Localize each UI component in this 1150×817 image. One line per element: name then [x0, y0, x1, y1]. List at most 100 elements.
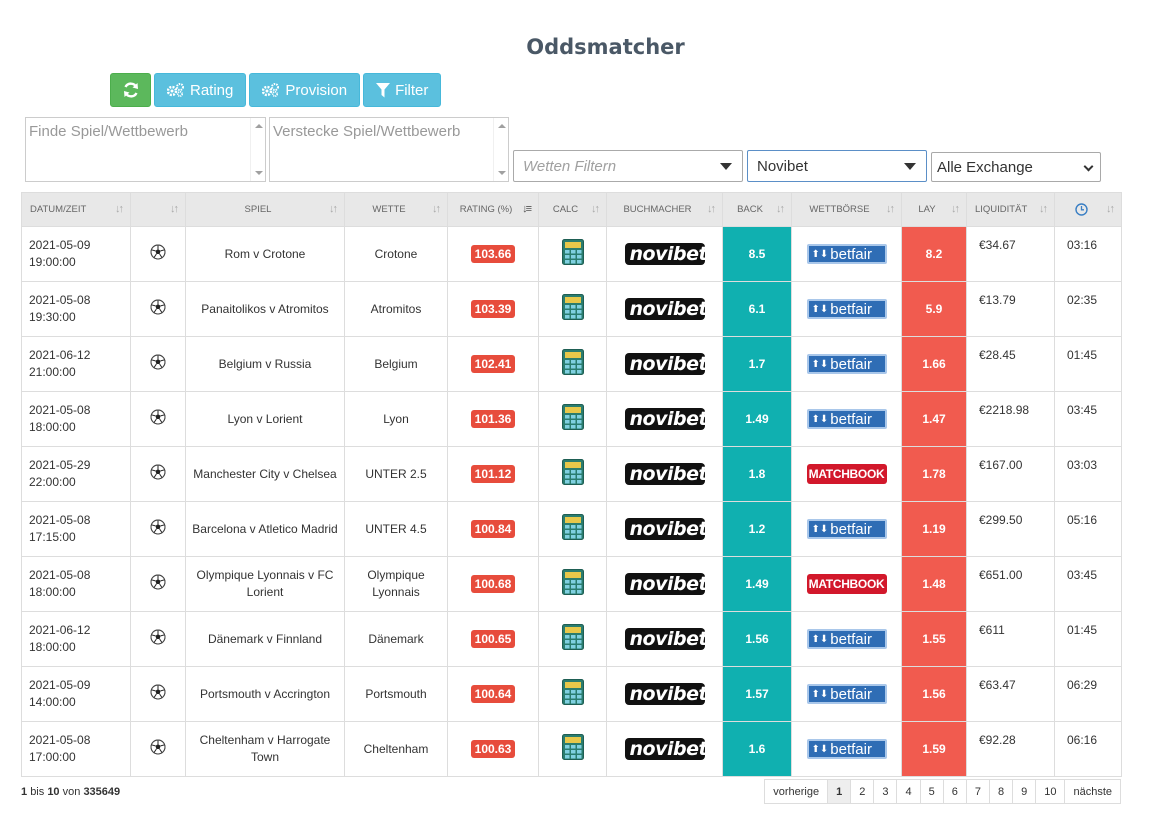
col-header-date[interactable]: DATUM/ZEIT ↓↑ [21, 192, 131, 227]
novibet-logo[interactable]: novibet [624, 463, 708, 485]
col-header-lay[interactable]: LAY ↓↑ [901, 192, 967, 227]
novibet-logo[interactable]: novibet [624, 628, 708, 650]
novibet-logo[interactable]: novibet [624, 738, 708, 760]
pagination-page-button[interactable]: 1 [827, 779, 852, 804]
pagination-page-button[interactable]: 10 [1035, 779, 1066, 804]
col-header-sport[interactable]: ↓↑ [130, 192, 186, 227]
refresh-button[interactable] [110, 73, 151, 107]
bookmaker-select[interactable]: Novibet [747, 150, 927, 182]
col-header-back[interactable]: BACK ↓↑ [722, 192, 792, 227]
countdown-value: 03:03 [1067, 458, 1098, 472]
table-row[interactable]: 2021-05-08 18:00:00 Olympique Lyonnais v … [21, 556, 1122, 612]
calculator-icon[interactable] [561, 403, 584, 435]
cell-calc [538, 446, 607, 502]
odds-table-body: 2021-05-09 19:00:00 Rom v Crotone Crotone… [21, 226, 1122, 777]
pagination-prev-button[interactable]: vorherige [764, 779, 829, 804]
novibet-logo[interactable]: novibet [624, 518, 708, 540]
provision-button[interactable]: Provision [249, 73, 361, 107]
table-row[interactable]: 2021-05-08 18:00:00 Lyon v Lorient Lyon 1… [21, 391, 1122, 447]
table-row[interactable]: 2021-05-29 22:00:00 Manchester City v Che… [21, 446, 1122, 502]
rating-button[interactable]: Rating [154, 73, 247, 107]
calculator-icon[interactable] [561, 623, 584, 655]
col-header-exchange[interactable]: WETTBÖRSE ↓↑ [791, 192, 902, 227]
table-row[interactable]: 2021-05-09 19:00:00 Rom v Crotone Crotone… [21, 226, 1122, 282]
calculator-icon[interactable] [561, 348, 584, 380]
table-row[interactable]: 2021-06-12 21:00:00 Belgium v Russia Belg… [21, 336, 1122, 392]
cell-rating: 100.63 [447, 721, 539, 777]
novibet-logo[interactable]: novibet [624, 573, 708, 595]
pagination-page-button[interactable]: 5 [919, 779, 944, 804]
table-row[interactable]: 2021-05-08 19:30:00 Panaitolikos v Atromi… [21, 281, 1122, 337]
novibet-logo[interactable]: novibet [624, 408, 708, 430]
chevron-down-icon [1083, 161, 1094, 172]
calculator-icon[interactable] [561, 293, 584, 325]
exchange-select[interactable]: Alle Exchange [931, 152, 1101, 182]
rating-badge: 100.65 [470, 630, 516, 648]
cell-exchange[interactable]: ⬆⬇ betfair [791, 226, 902, 282]
pagination-page-button[interactable]: 3 [873, 779, 898, 804]
pagination-page-button[interactable]: 7 [965, 779, 990, 804]
match-time: 21:00:00 [29, 365, 76, 379]
cell-exchange[interactable]: ⬆⬇ betfair [791, 501, 902, 557]
table-row[interactable]: 2021-05-09 14:00:00 Portsmouth v Accringt… [21, 666, 1122, 722]
lay-odds: 8.2 [925, 246, 943, 261]
novibet-logo[interactable]: novibet [624, 298, 708, 320]
col-header-rating[interactable]: RATING (%) ↓≡ [447, 192, 539, 227]
col-header-game[interactable]: SPIEL ↓↑ [185, 192, 345, 227]
cell-calc [538, 721, 607, 777]
soccer-ball-icon [150, 629, 166, 650]
novibet-logo[interactable]: novibet [624, 683, 708, 705]
cell-exchange[interactable]: ⬆⬇ betfair [791, 336, 902, 392]
calculator-icon[interactable] [561, 568, 584, 600]
table-row[interactable]: 2021-06-12 18:00:00 Dänemark v Finnland D… [21, 611, 1122, 667]
cell-exchange[interactable]: ⬆⬇ betfair [791, 611, 902, 667]
pagination-page-button[interactable]: 9 [1012, 779, 1037, 804]
filter-button[interactable]: Filter [363, 73, 442, 107]
novibet-logo[interactable]: novibet [624, 353, 708, 375]
sort-icon: ↓↑ [432, 203, 441, 215]
cell-back-odds: 1.7 [722, 336, 792, 392]
game-name: Lyon v Lorient [227, 411, 303, 426]
cell-sport [130, 721, 186, 777]
pagination-page-button[interactable]: 8 [988, 779, 1014, 804]
novibet-logo[interactable]: novibet [624, 243, 708, 265]
cell-exchange[interactable]: MATCHBOOK [791, 556, 902, 612]
calculator-icon[interactable] [561, 733, 584, 765]
table-row[interactable]: 2021-05-08 17:15:00 Barcelona v Atletico … [21, 501, 1122, 557]
col-header-countdown[interactable]: ↓↑ [1054, 192, 1122, 227]
cell-calc [538, 391, 607, 447]
scrollbar[interactable] [493, 118, 508, 181]
match-time: 18:00:00 [29, 420, 76, 434]
betfair-arrows-icon: ⬆⬇ [811, 413, 829, 425]
table-row[interactable]: 2021-05-08 17:00:00 Cheltenham v Harrogat… [21, 721, 1122, 777]
cell-exchange[interactable]: ⬆⬇ betfair [791, 666, 902, 722]
bets-filter-select[interactable]: Wetten Filtern [513, 150, 743, 182]
calculator-icon[interactable] [561, 238, 584, 270]
col-header-liquidity[interactable]: LIQUIDITÄT ↓↑ [966, 192, 1055, 227]
cell-exchange[interactable]: MATCHBOOK [791, 446, 902, 502]
cell-back-odds: 1.57 [722, 666, 792, 722]
lay-odds: 1.66 [922, 356, 946, 371]
cell-exchange[interactable]: ⬆⬇ betfair [791, 391, 902, 447]
cell-exchange[interactable]: ⬆⬇ betfair [791, 721, 902, 777]
calculator-icon[interactable] [561, 678, 584, 710]
scrollbar[interactable] [250, 118, 265, 181]
col-header-bookmaker[interactable]: BUCHMACHER ↓↑ [606, 192, 723, 227]
col-header-bet[interactable]: WETTE ↓↑ [344, 192, 448, 227]
calculator-icon[interactable] [561, 513, 584, 545]
odds-table: DATUM/ZEIT ↓↑ ↓↑ SPIEL ↓↑ WETTE ↓↑ RATING (… [21, 192, 1122, 777]
countdown-value: 03:45 [1067, 568, 1098, 582]
pagination-page-button[interactable]: 4 [896, 779, 921, 804]
pagination-next-button[interactable]: nächste [1064, 779, 1121, 804]
hide-game-input[interactable]: Verstecke Spiel/Wettbewerb [269, 117, 509, 182]
cell-exchange[interactable]: ⬆⬇ betfair [791, 281, 902, 337]
pagination-page-button[interactable]: 6 [942, 779, 967, 804]
calculator-icon[interactable] [561, 458, 584, 490]
match-date: 2021-05-08 [29, 513, 91, 527]
cell-back-odds: 1.49 [722, 556, 792, 612]
col-header-calc[interactable]: CALC ↓↑ [538, 192, 607, 227]
cell-back-odds: 1.6 [722, 721, 792, 777]
find-game-input[interactable]: Finde Spiel/Wettbewerb [25, 117, 266, 182]
pagination-page-button[interactable]: 2 [850, 779, 875, 804]
sort-icon: ↓↑ [1106, 203, 1115, 215]
